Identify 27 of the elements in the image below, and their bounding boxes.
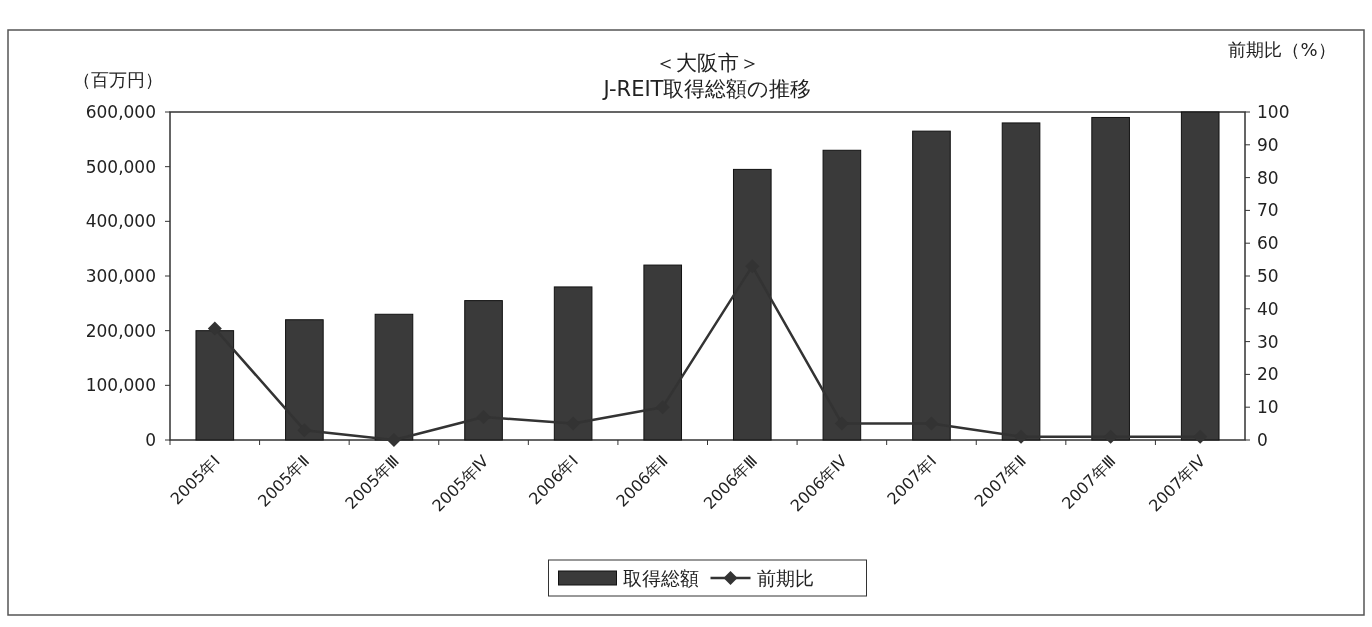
y2-tick-label: 30 (1257, 331, 1279, 352)
y-axis-title: （百万円） (73, 69, 163, 90)
y2-tick-label: 20 (1257, 364, 1279, 385)
point (386, 433, 401, 447)
y-tick-label: 300,000 (85, 266, 156, 286)
y2-tick-label: 70 (1257, 200, 1279, 221)
y2-tick-label: 10 (1257, 397, 1279, 418)
y2-tick-label: 80 (1257, 167, 1279, 188)
y2-tick-label: 40 (1257, 298, 1279, 319)
legend-label: 取得総額 (622, 567, 699, 589)
y-tick-label: 100,000 (85, 375, 156, 396)
y-tick-label: 600,000 (85, 102, 156, 122)
y-tick-label: 0 (145, 430, 156, 450)
y2-tick-label: 60 (1257, 233, 1279, 254)
legend-label: 前期比 (756, 567, 814, 589)
y2-tick-label: 100 (1257, 102, 1290, 122)
y-tick-label: 200,000 (85, 320, 156, 341)
y2-tick-label: 90 (1257, 134, 1279, 155)
point (1193, 429, 1208, 444)
chart-title: ＜大阪市＞ (655, 51, 760, 75)
y2-tick-label: 50 (1257, 266, 1279, 286)
y2-axis-title: 前期比（%） (1228, 39, 1336, 60)
chart-subtitle: J-REIT取得総額の推移 (601, 77, 812, 101)
point (207, 321, 222, 336)
y-tick-label: 400,000 (85, 211, 156, 232)
y-tick-label: 500,000 (85, 156, 156, 177)
y2-tick-label: 0 (1257, 430, 1268, 450)
